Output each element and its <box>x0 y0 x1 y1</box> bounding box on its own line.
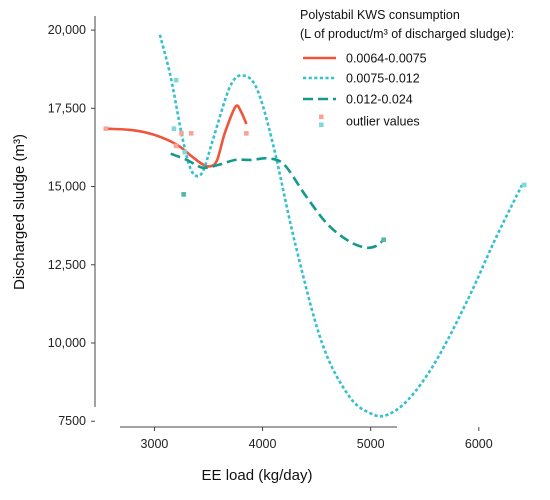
legend-title-line2: (L of product/m³ of discharged sludge): <box>300 27 514 41</box>
y-tick-label: 12,500 <box>48 258 86 272</box>
legend-label-2: 0.0075-0.012 <box>346 72 420 86</box>
series-layer <box>105 34 524 418</box>
outlier-point <box>244 131 249 136</box>
outlier-point <box>171 126 177 131</box>
x-tick-label: 6000 <box>465 437 493 451</box>
axes: 7500 10,000 12,500 15,000 17,500 20,000 3000 4… <box>48 16 493 451</box>
x-tick-label: 4000 <box>249 437 277 451</box>
legend-outlier-swatch <box>319 122 324 128</box>
x-ticks: 3000 4000 5000 6000 <box>141 427 493 451</box>
legend: Polystabil KWS consumption (L of product… <box>300 8 514 129</box>
outlier-point <box>182 149 188 155</box>
outlier-point <box>173 77 179 83</box>
series-line-1 <box>105 104 248 168</box>
x-axis-title: EE load (kg/day) <box>202 467 313 484</box>
legend-items: 0.0064-0.0075 0.0075-0.012 0.012-0.024 outl… <box>303 52 427 129</box>
y-tick-label: 15,000 <box>48 180 86 194</box>
series-line-3 <box>170 152 385 250</box>
outlier-point <box>381 237 386 243</box>
y-tick-label: 20,000 <box>48 23 86 37</box>
legend-outlier-swatch <box>319 114 324 120</box>
series-line-2 <box>158 34 524 418</box>
outlier-point <box>103 126 109 131</box>
legend-title-line1: Polystabil KWS consumption <box>300 8 460 22</box>
y-ticks: 7500 10,000 12,500 15,000 17,500 20,000 <box>48 23 95 428</box>
outlier-point <box>179 131 184 136</box>
y-axis-title: Discharged sludge (m³) <box>11 134 28 290</box>
y-tick-label: 10,000 <box>48 336 86 350</box>
x-tick-label: 5000 <box>357 437 385 451</box>
outlier-point <box>181 192 186 197</box>
legend-label-3: 0.012-0.024 <box>346 93 413 107</box>
x-tick-label: 3000 <box>141 437 169 451</box>
outlier-point <box>521 182 527 188</box>
y-tick-label: 17,500 <box>48 101 86 115</box>
outlier-point <box>173 143 179 149</box>
y-tick-label: 7500 <box>58 414 86 428</box>
outlier-point <box>188 131 194 136</box>
legend-label-1: 0.0064-0.0075 <box>346 52 427 66</box>
outlier-layer <box>103 77 527 243</box>
legend-label-outliers: outlier values <box>346 115 420 129</box>
